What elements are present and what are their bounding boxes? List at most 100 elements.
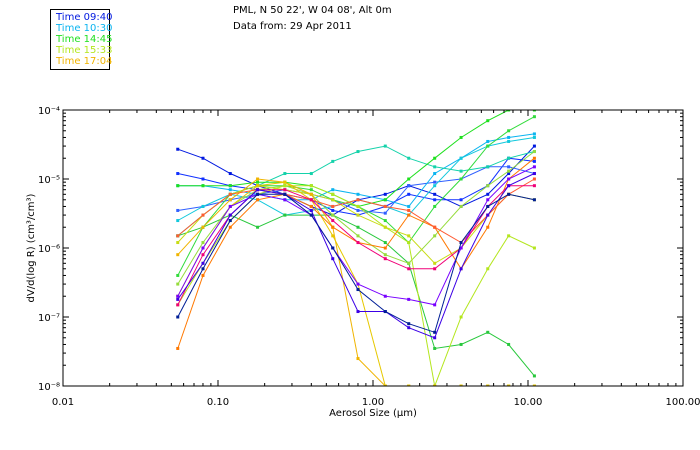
data-point [201, 225, 205, 229]
data-point [309, 208, 313, 212]
x-tick-label: 0.01 [52, 397, 74, 408]
data-point [407, 208, 411, 212]
data-point [176, 297, 180, 301]
legend-item-0: Time 09:40 [56, 12, 113, 23]
data-point [331, 234, 335, 238]
data-point [507, 156, 511, 160]
data-point [407, 184, 411, 188]
data-point [433, 192, 437, 196]
data-point [176, 172, 180, 176]
data-point [532, 198, 536, 202]
x-tick-label: 0.10 [207, 397, 229, 408]
data-point [459, 342, 463, 346]
x-tick-label: 100.00 [666, 397, 700, 408]
data-point [459, 204, 463, 208]
data-point [176, 241, 180, 245]
data-point [331, 208, 335, 212]
data-point [433, 267, 437, 271]
data-point [532, 165, 536, 169]
y-tick-label: 10⁻⁴ [38, 106, 60, 117]
plot-frame [62, 109, 684, 387]
data-point [507, 192, 511, 196]
chart-subtitle: Data from: 29 Apr 2011 [233, 21, 352, 32]
data-point [201, 184, 205, 188]
data-point [176, 303, 180, 307]
data-point [407, 234, 411, 238]
legend-item-4: Time 17:04 [56, 56, 113, 67]
data-point [433, 180, 437, 184]
data-point [407, 177, 411, 181]
data-point [532, 159, 536, 163]
data-point [383, 384, 387, 386]
data-point [459, 198, 463, 202]
data-point [433, 330, 437, 334]
data-point [176, 346, 180, 350]
data-point [228, 184, 232, 188]
data-point [486, 204, 490, 208]
data-point [309, 198, 313, 202]
series-layer [176, 110, 536, 386]
data-point [507, 165, 511, 169]
data-point [433, 384, 437, 386]
data-point [459, 246, 463, 250]
data-point [356, 225, 360, 229]
data-point [331, 198, 335, 202]
data-point [201, 156, 205, 160]
data-point [486, 119, 490, 123]
data-point [383, 257, 387, 261]
data-point [383, 144, 387, 148]
data-point [176, 208, 180, 212]
data-point [459, 135, 463, 139]
y-tick-label: 10⁻⁵ [38, 175, 60, 186]
data-point [256, 192, 260, 196]
data-point [201, 204, 205, 208]
data-point [532, 184, 536, 188]
data-point [383, 253, 387, 257]
data-point [283, 192, 287, 196]
data-point [309, 213, 313, 217]
chart-title: PML, N 50 22', W 04 08', Alt 0m [233, 5, 392, 16]
data-point [433, 225, 437, 229]
data-point [459, 177, 463, 181]
data-point [228, 198, 232, 202]
data-point [433, 172, 437, 176]
data-point [356, 288, 360, 292]
legend-item-1: Time 10:30 [56, 23, 113, 34]
data-point [331, 159, 335, 163]
data-point [486, 384, 490, 386]
data-point [356, 198, 360, 202]
data-point [176, 273, 180, 277]
data-point [486, 330, 490, 334]
data-point [486, 225, 490, 229]
data-point [459, 384, 463, 386]
data-point [532, 246, 536, 250]
data-point [228, 172, 232, 176]
data-point [356, 213, 360, 217]
data-point [383, 310, 387, 314]
data-point [356, 192, 360, 196]
data-point [532, 177, 536, 181]
data-point [176, 147, 180, 151]
y-tick-label: 10⁻⁷ [38, 313, 60, 324]
data-point [433, 184, 437, 188]
data-point [407, 326, 411, 330]
data-point [507, 184, 511, 188]
data-point [201, 177, 205, 181]
data-point [433, 346, 437, 350]
data-point [383, 241, 387, 245]
data-point [532, 144, 536, 148]
data-point [201, 241, 205, 245]
data-point [407, 204, 411, 208]
data-point [331, 192, 335, 196]
data-point [486, 184, 490, 188]
data-point [459, 315, 463, 319]
data-point [331, 257, 335, 261]
y-axis-title: dV/d(log R) (cm³/cm³) [26, 193, 37, 302]
legend-box: Time 09:40 Time 10:30 Time 14:45 Time 15… [50, 9, 113, 70]
data-point [176, 282, 180, 286]
data-point [283, 188, 287, 192]
data-point [283, 213, 287, 217]
data-point [256, 180, 260, 184]
data-point [433, 336, 437, 340]
data-point [507, 139, 511, 143]
